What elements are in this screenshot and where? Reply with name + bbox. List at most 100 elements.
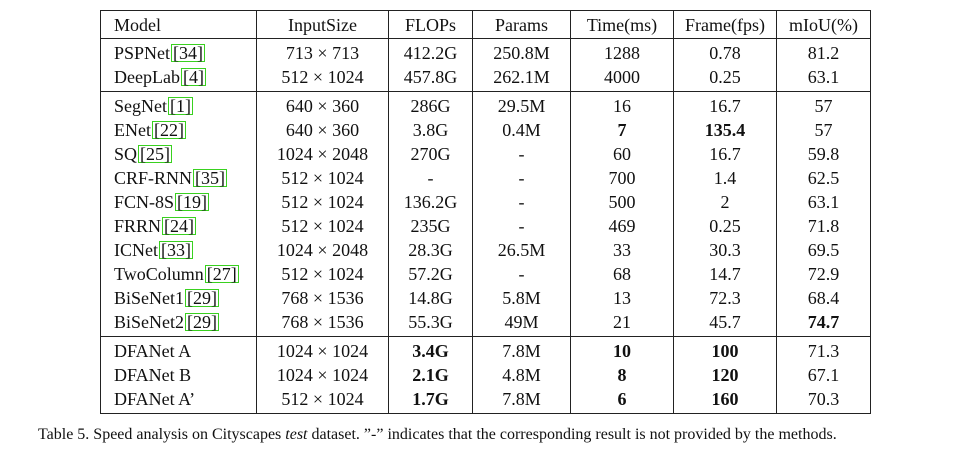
column-header: Frame(fps) xyxy=(673,10,777,39)
column-header: InputSize xyxy=(256,10,389,39)
miou-cell: 68.4 xyxy=(776,286,871,310)
citation-link[interactable]: [4] xyxy=(180,67,206,87)
params-cell: 7.8M xyxy=(472,387,571,414)
miou-cell: 57 xyxy=(776,118,871,142)
citation-number: 29 xyxy=(193,288,211,308)
citation-link[interactable]: [29] xyxy=(185,288,219,308)
params-cell: - xyxy=(472,214,571,238)
table-row: ENet [22] 640 × 360 3.8G 0.4M 7 135.4 57 xyxy=(100,118,871,142)
time-cell: 68 xyxy=(570,262,674,286)
input-cell: 512 × 1024 xyxy=(256,387,389,414)
table-row: BiSeNet1 [29] 768 × 1536 14.8G 5.8M 13 72.3 68.… xyxy=(100,286,871,310)
citation-link[interactable]: [19] xyxy=(175,192,210,212)
fps-cell: 72.3 xyxy=(673,286,777,310)
caption-emphasis: test xyxy=(285,426,308,443)
miou-cell: 70.3 xyxy=(776,387,871,414)
citation-number: 27 xyxy=(212,264,231,284)
fps-cell: 135.4 xyxy=(673,118,777,142)
citation-link[interactable]: [33] xyxy=(159,240,193,260)
input-cell: 512 × 1024 xyxy=(256,65,389,92)
citation-link[interactable]: [27] xyxy=(204,264,239,284)
model-name-cell: ENet [22] xyxy=(100,118,257,142)
citation-number: 25 xyxy=(146,144,165,164)
table-row: ICNet [33] 1024 × 2048 28.3G 26.5M 33 30.3 69.5 xyxy=(100,238,871,262)
time-cell: 8 xyxy=(570,363,674,387)
time-cell: 4000 xyxy=(570,65,674,92)
model-name-cell: DeepLab [4] xyxy=(100,65,257,92)
citation-link[interactable]: [22] xyxy=(151,120,186,140)
results-table-container: Model InputSize FLOPs Params Time(ms) Frame(f… xyxy=(100,10,871,414)
table-header: Model InputSize FLOPs Params Time(ms) Frame(f… xyxy=(100,10,871,39)
input-cell: 512 × 1024 xyxy=(256,214,389,238)
params-cell: - xyxy=(472,142,571,166)
miou-cell: 81.2 xyxy=(776,38,871,65)
miou-cell: 63.1 xyxy=(776,65,871,92)
flops-cell: 14.8G xyxy=(388,286,473,310)
input-cell: 512 × 1024 xyxy=(256,190,389,214)
params-cell: 262.1M xyxy=(472,65,571,92)
miou-cell: 59.8 xyxy=(776,142,871,166)
flops-cell: 57.2G xyxy=(388,262,473,286)
miou-cell: 74.7 xyxy=(776,310,871,337)
time-cell: 10 xyxy=(570,336,674,363)
params-cell: 0.4M xyxy=(472,118,571,142)
table-row: BiSeNet2 [29] 768 × 1536 55.3G 49M 21 45.7 74.7 xyxy=(100,310,871,337)
time-cell: 13 xyxy=(570,286,674,310)
time-cell: 21 xyxy=(570,310,674,337)
input-cell: 768 × 1536 xyxy=(256,310,389,337)
model-name: BiSeNet2 xyxy=(114,312,184,332)
fps-cell: 2 xyxy=(673,190,777,214)
input-cell: 1024 × 2048 xyxy=(256,142,389,166)
citation-link[interactable]: [34] xyxy=(171,43,206,63)
citation-link[interactable]: [24] xyxy=(162,216,197,236)
fps-cell: 30.3 xyxy=(673,238,777,262)
model-name: ENet xyxy=(114,120,151,140)
input-cell: 512 × 1024 xyxy=(256,166,389,190)
flops-cell: 270G xyxy=(388,142,473,166)
model-name: DeepLab xyxy=(114,67,180,87)
flops-cell: 457.8G xyxy=(388,65,473,92)
miou-cell: 72.9 xyxy=(776,262,871,286)
model-name: SQ xyxy=(114,144,138,164)
fps-cell: 100 xyxy=(673,336,777,363)
time-cell: 500 xyxy=(570,190,674,214)
table-row: DFANet B 1024 × 1024 2.1G 4.8M 8 120 67.1 xyxy=(100,363,871,387)
time-cell: 1288 xyxy=(570,38,674,65)
table-row: CRF-RNN [35] 512 × 1024- -700 1.4 62.5 xyxy=(100,166,871,190)
model-name-cell: SQ [25] xyxy=(100,142,257,166)
model-name: DFANet B xyxy=(114,365,192,385)
citation-link[interactable]: [29] xyxy=(185,312,219,332)
table-body: PSPNet [34] 713 × 713 412.2G 250.8M 1288 0.78 8… xyxy=(100,38,871,414)
miou-cell: 62.5 xyxy=(776,166,871,190)
citation-link[interactable]: [35] xyxy=(193,168,228,188)
input-cell: 1024 × 2048 xyxy=(256,238,389,262)
params-cell: 250.8M xyxy=(472,38,571,65)
column-header: FLOPs xyxy=(388,10,473,39)
citation-link[interactable]: [1] xyxy=(168,96,193,116)
miou-cell: 67.1 xyxy=(776,363,871,387)
flops-cell: 412.2G xyxy=(388,38,473,65)
citation-number: 29 xyxy=(193,312,211,332)
model-name-cell: BiSeNet2 [29] xyxy=(100,310,257,337)
params-cell: 26.5M xyxy=(472,238,571,262)
citation-number: 35 xyxy=(201,168,220,188)
params-cell: - xyxy=(472,190,571,214)
table-row: DFANet A’ 512 × 1024 1.7G 7.8M 6 160 70.3 xyxy=(100,387,871,414)
model-name: PSPNet xyxy=(114,43,171,63)
input-cell: 1024 × 1024 xyxy=(256,336,389,363)
params-cell: 49M xyxy=(472,310,571,337)
flops-cell: 136.2G xyxy=(388,190,473,214)
table-row: TwoColumn [27] 512 × 1024 57.2G -68 14.7 72.9 xyxy=(100,262,871,286)
flops-cell: 286G xyxy=(388,91,473,118)
miou-cell: 63.1 xyxy=(776,190,871,214)
citation-link[interactable]: [25] xyxy=(138,144,173,164)
citation-number: 33 xyxy=(167,240,185,260)
citation-number: 1 xyxy=(176,96,185,116)
fps-cell: 0.25 xyxy=(673,65,777,92)
params-cell: 7.8M xyxy=(472,336,571,363)
flops-cell: 1.7G xyxy=(388,387,473,414)
model-name-cell: BiSeNet1 [29] xyxy=(100,286,257,310)
time-cell: 469 xyxy=(570,214,674,238)
input-cell: 640 × 360 xyxy=(256,118,389,142)
time-cell: 700 xyxy=(570,166,674,190)
